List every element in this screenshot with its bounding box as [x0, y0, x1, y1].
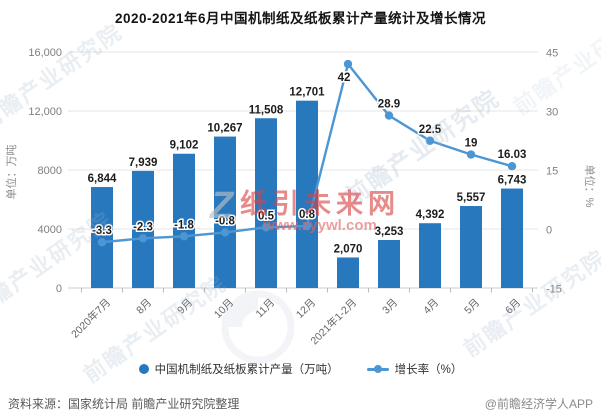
line-point	[302, 221, 312, 231]
svg-text:6,844: 6,844	[88, 173, 117, 185]
svg-text:8000: 8000	[38, 165, 62, 177]
svg-text:4000: 4000	[38, 224, 62, 236]
line-point	[425, 136, 435, 145]
bar	[337, 257, 359, 288]
svg-text:6,743: 6,743	[498, 175, 527, 187]
svg-text:0: 0	[56, 283, 62, 295]
bar	[132, 170, 154, 288]
svg-text:4,392: 4,392	[416, 209, 445, 221]
credit-note: @前瞻经济学人APP	[484, 397, 593, 411]
line-point	[261, 223, 271, 232]
svg-text:2020年7月: 2020年7月	[68, 296, 113, 341]
svg-text:-1.8: -1.8	[174, 219, 194, 231]
svg-text:16.03: 16.03	[498, 149, 527, 161]
svg-text:10,267: 10,267	[207, 123, 242, 135]
bar-value-labels: 6,844 7,939 9,102 10,267 11,508 12,701 2,070 3,…	[88, 87, 527, 256]
left-axis-title: 单位：万吨	[4, 145, 18, 200]
bar	[91, 187, 113, 288]
chart-title: 2020-2021年6月中国机制纸及纸板累计产量统计及增长情况	[114, 11, 487, 26]
svg-text:12月: 12月	[294, 297, 318, 321]
watermark-circle-logo	[221, 290, 295, 364]
line-point	[466, 150, 476, 159]
bar	[378, 240, 400, 288]
right-axis-labels: -15 0 15 30 45	[546, 47, 562, 295]
legend-item-production[interactable]: 中国机制纸及纸板累计产量（万吨）	[138, 361, 339, 377]
source-note: 资料来源：国家统计局 前瞻产业研究院整理	[8, 397, 240, 411]
svg-text:7,939: 7,939	[129, 157, 158, 169]
svg-text:9月: 9月	[175, 297, 195, 317]
svg-text:0.5: 0.5	[258, 210, 275, 222]
line-point	[97, 238, 107, 247]
bar	[501, 188, 523, 288]
right-axis-title: 单位：%	[583, 165, 597, 208]
line-point	[384, 111, 394, 120]
bar	[255, 118, 277, 288]
line-series-icon	[366, 364, 389, 373]
line-series	[97, 59, 517, 247]
svg-text:6月: 6月	[503, 297, 523, 317]
svg-text:5月: 5月	[462, 297, 482, 317]
svg-text:2,070: 2,070	[334, 243, 363, 255]
legend: 中国机制纸及纸板累计产量（万吨） 增长率（%）	[0, 361, 601, 377]
svg-text:12,701: 12,701	[289, 87, 325, 99]
svg-text:-3.3: -3.3	[92, 225, 112, 237]
footer: 资料来源：国家统计局 前瞻产业研究院整理 @前瞻经济学人APP	[0, 395, 601, 412]
bar	[296, 100, 318, 288]
bar-series-icon	[138, 364, 149, 374]
svg-text:16,000: 16,000	[28, 47, 62, 59]
bar	[214, 136, 236, 288]
svg-text:3月: 3月	[380, 297, 400, 317]
svg-text:4月: 4月	[421, 297, 441, 317]
svg-text:0: 0	[546, 224, 552, 236]
line-point	[220, 228, 230, 237]
line-point	[507, 161, 517, 171]
line-point	[138, 234, 148, 243]
bar-series	[91, 100, 523, 288]
svg-text:22.5: 22.5	[419, 124, 442, 136]
left-axis-labels: 0 4000 8000 12,000 16,000	[28, 47, 62, 295]
svg-text:30: 30	[546, 106, 558, 118]
line-point	[179, 232, 189, 241]
svg-text:3,253: 3,253	[375, 226, 404, 238]
svg-text:8月: 8月	[134, 297, 154, 317]
svg-text:-15: -15	[546, 283, 562, 295]
svg-text:5,557: 5,557	[457, 192, 486, 204]
svg-text:9,102: 9,102	[170, 140, 199, 152]
svg-text:0.8: 0.8	[299, 209, 316, 221]
svg-text:28.9: 28.9	[378, 99, 400, 111]
svg-text:42: 42	[338, 72, 351, 84]
bar	[173, 153, 195, 288]
svg-text:15: 15	[546, 165, 558, 177]
svg-text:-0.8: -0.8	[215, 215, 235, 227]
line-value-labels: -3.3 -2.3 -1.8 -0.8 0.5 0.8 42 28.9 22.5 19 16.03	[91, 71, 528, 239]
svg-text:45: 45	[546, 47, 558, 59]
legend-label-production: 中国机制纸及纸板累计产量（万吨）	[154, 364, 339, 376]
bar	[460, 206, 482, 288]
legend-label-growth: 增长率（%）	[394, 364, 463, 376]
svg-text:19: 19	[465, 138, 478, 150]
legend-item-growth[interactable]: 增长率（%）	[366, 361, 463, 377]
bar	[419, 223, 441, 288]
svg-text:12,000: 12,000	[28, 106, 62, 118]
svg-text:11,508: 11,508	[249, 104, 284, 116]
svg-text:-2.3: -2.3	[133, 221, 153, 233]
line-point	[343, 59, 353, 69]
